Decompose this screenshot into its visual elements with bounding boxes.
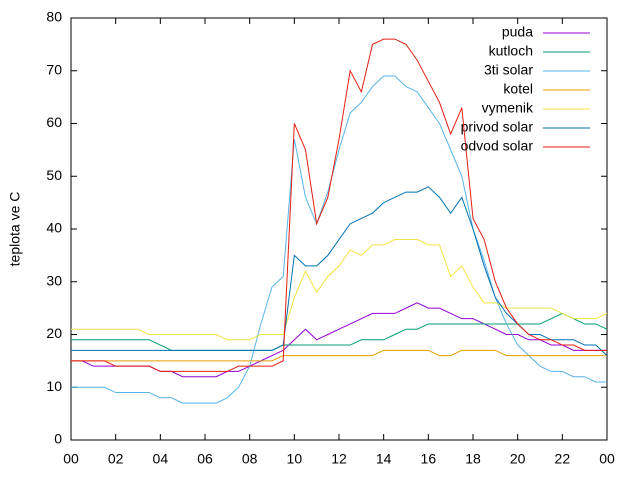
series-line — [71, 302, 607, 378]
series-line — [71, 239, 608, 341]
series-line — [71, 349, 607, 362]
y-tick-label: 50 — [46, 167, 62, 183]
legend-label: odvod solar — [461, 138, 534, 154]
legend-label: privod solar — [461, 119, 534, 135]
x-tick-label: 22 — [555, 451, 571, 467]
series-line — [71, 186, 608, 356]
series-line — [71, 75, 607, 404]
y-tick-label: 40 — [46, 220, 62, 236]
series-line — [71, 38, 607, 372]
x-tick-label: 06 — [197, 451, 213, 467]
x-tick-label: 10 — [287, 451, 303, 467]
plot-frame — [70, 17, 608, 441]
x-tick-label: 18 — [465, 451, 481, 467]
legend-label: vymenik — [482, 100, 534, 116]
x-tick-label: 16 — [421, 451, 437, 467]
y-tick-label: 0 — [54, 431, 62, 447]
x-tick-label: 02 — [108, 451, 124, 467]
legend-label: kotel — [503, 81, 533, 97]
y-tick-label: 70 — [46, 61, 62, 77]
x-tick-label: 20 — [510, 451, 526, 467]
x-tick-label: 08 — [242, 451, 258, 467]
y-tick-label: 60 — [46, 114, 62, 130]
legend-label: 3ti solar — [484, 62, 533, 78]
y-axis-label: teplota ve C — [7, 192, 23, 267]
y-tick-label: 80 — [46, 9, 62, 25]
y-tick-label: 30 — [46, 272, 62, 288]
y-tick-label: 10 — [46, 378, 62, 394]
legend-label: kutloch — [489, 43, 533, 59]
x-tick-label: 00 — [599, 451, 615, 467]
x-tick-label: 00 — [63, 451, 79, 467]
legend-label: puda — [502, 24, 533, 40]
x-tick-label: 04 — [153, 451, 169, 467]
x-tick-label: 14 — [376, 451, 392, 467]
y-tick-label: 20 — [46, 325, 62, 341]
x-tick-label: 12 — [331, 451, 347, 467]
